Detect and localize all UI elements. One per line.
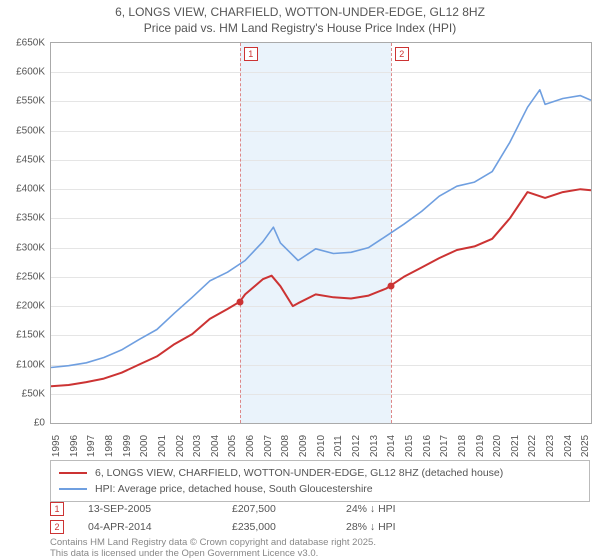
- footer: Contains HM Land Registry data © Crown c…: [50, 538, 376, 560]
- y-tick-label: £550K: [1, 96, 45, 107]
- x-tick-label: 2005: [227, 435, 238, 457]
- sale-date-1: 13-SEP-2005: [88, 503, 208, 515]
- y-tick-label: £50K: [1, 388, 45, 399]
- x-tick-label: 2011: [333, 435, 344, 457]
- x-tick-label: 2008: [280, 435, 291, 457]
- sale-hpi-diff-1: 24% ↓ HPI: [346, 503, 466, 515]
- x-tick-label: 2023: [545, 435, 556, 457]
- legend-item-price-paid: 6, LONGS VIEW, CHARFIELD, WOTTON-UNDER-E…: [59, 465, 581, 481]
- x-tick-label: 2013: [369, 435, 380, 457]
- title-line-2: Price paid vs. HM Land Registry's House …: [0, 20, 600, 36]
- x-tick-label: 2015: [404, 435, 415, 457]
- sale-index-1: 1: [50, 502, 64, 516]
- x-tick-label: 1997: [86, 435, 97, 457]
- x-tick-label: 2004: [210, 435, 221, 457]
- y-tick-label: £300K: [1, 242, 45, 253]
- x-tick-label: 2002: [175, 435, 186, 457]
- legend-item-hpi: HPI: Average price, detached house, Sout…: [59, 481, 581, 497]
- x-tick-label: 2000: [139, 435, 150, 457]
- y-tick-label: £200K: [1, 301, 45, 312]
- x-tick-label: 2012: [351, 435, 362, 457]
- x-tick-label: 1996: [69, 435, 80, 457]
- legend-swatch-hpi: [59, 488, 87, 490]
- sale-date-2: 04-APR-2014: [88, 521, 208, 533]
- x-tick-label: 2016: [422, 435, 433, 457]
- chart-title: 6, LONGS VIEW, CHARFIELD, WOTTON-UNDER-E…: [0, 0, 600, 36]
- x-tick-label: 2014: [386, 435, 397, 457]
- series-line-price_paid: [51, 189, 591, 386]
- y-tick-label: £500K: [1, 125, 45, 136]
- x-tick-label: 2022: [527, 435, 538, 457]
- y-tick-label: £0: [1, 418, 45, 429]
- footer-line-2: This data is licensed under the Open Gov…: [50, 549, 376, 560]
- sale-hpi-diff-2: 28% ↓ HPI: [346, 521, 466, 533]
- x-tick-label: 1995: [51, 435, 62, 457]
- x-tick-label: 2024: [563, 435, 574, 457]
- x-tick-label: 2019: [475, 435, 486, 457]
- sale-index-2: 2: [50, 520, 64, 534]
- y-tick-label: £600K: [1, 67, 45, 78]
- sale-price-2: £235,000: [232, 521, 322, 533]
- x-tick-label: 1998: [104, 435, 115, 457]
- x-tick-label: 2025: [580, 435, 591, 457]
- legend: 6, LONGS VIEW, CHARFIELD, WOTTON-UNDER-E…: [50, 460, 590, 502]
- x-tick-label: 2010: [316, 435, 327, 457]
- y-tick-label: £100K: [1, 359, 45, 370]
- sale-table: 1 13-SEP-2005 £207,500 24% ↓ HPI 2 04-AP…: [50, 500, 590, 536]
- plot-area: £0£50K£100K£150K£200K£250K£300K£350K£400…: [50, 42, 592, 424]
- sale-row-1: 1 13-SEP-2005 £207,500 24% ↓ HPI: [50, 500, 590, 518]
- sale-price-1: £207,500: [232, 503, 322, 515]
- x-tick-label: 2009: [298, 435, 309, 457]
- y-tick-label: £400K: [1, 184, 45, 195]
- x-tick-label: 2021: [510, 435, 521, 457]
- legend-swatch-price-paid: [59, 472, 87, 474]
- x-tick-label: 2006: [245, 435, 256, 457]
- y-tick-label: £350K: [1, 213, 45, 224]
- sale-row-2: 2 04-APR-2014 £235,000 28% ↓ HPI: [50, 518, 590, 536]
- x-tick-label: 2001: [157, 435, 168, 457]
- title-line-1: 6, LONGS VIEW, CHARFIELD, WOTTON-UNDER-E…: [0, 4, 600, 20]
- x-tick-label: 1999: [122, 435, 133, 457]
- y-tick-label: £150K: [1, 330, 45, 341]
- series-line-hpi: [51, 90, 591, 368]
- y-tick-label: £450K: [1, 154, 45, 165]
- x-tick-label: 2018: [457, 435, 468, 457]
- x-tick-label: 2007: [263, 435, 274, 457]
- chart-container: 6, LONGS VIEW, CHARFIELD, WOTTON-UNDER-E…: [0, 0, 600, 560]
- x-tick-label: 2017: [439, 435, 450, 457]
- legend-label-price-paid: 6, LONGS VIEW, CHARFIELD, WOTTON-UNDER-E…: [95, 467, 503, 479]
- line-layer: [51, 43, 591, 423]
- y-tick-label: £650K: [1, 38, 45, 49]
- legend-label-hpi: HPI: Average price, detached house, Sout…: [95, 483, 373, 495]
- x-tick-label: 2020: [492, 435, 503, 457]
- y-tick-label: £250K: [1, 271, 45, 282]
- x-tick-label: 2003: [192, 435, 203, 457]
